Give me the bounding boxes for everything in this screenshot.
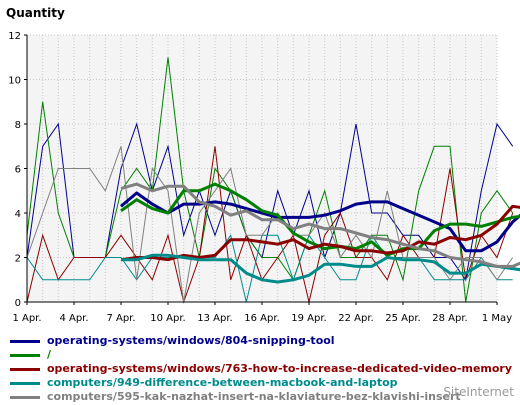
legend-label: / bbox=[47, 348, 52, 361]
x-tick-label: 22 Apr. bbox=[338, 313, 373, 324]
legend-item: / bbox=[10, 348, 520, 362]
x-tick-label: 25 Apr. bbox=[385, 313, 420, 324]
x-tick-label: 10 Apr. bbox=[150, 313, 185, 324]
x-tick-label: 16 Apr. bbox=[244, 313, 279, 324]
series-daily-line-5 bbox=[26, 146, 514, 303]
x-tick-label: 7 Apr. bbox=[106, 313, 135, 324]
series-average-line-4 bbox=[121, 253, 520, 284]
y-tick-label: 10 bbox=[8, 76, 21, 87]
legend: operating-systems/windows/804-snipping-t… bbox=[10, 334, 520, 404]
series-average-line-1 bbox=[120, 191, 520, 253]
legend-item: computers/949-difference-between-macbook… bbox=[10, 376, 520, 390]
watermark: SiteInternet bbox=[443, 385, 514, 399]
y-tick-label: 0 bbox=[15, 298, 21, 309]
tick-labels: 0 2 4 6 8 10 12 1 Apr. 4 Apr. 7 Apr. 10 Apr. 13 Apr… bbox=[8, 31, 512, 324]
legend-swatch bbox=[10, 396, 40, 399]
legend-swatch bbox=[10, 354, 40, 357]
x-tick-label: 1 May bbox=[482, 313, 512, 324]
axes bbox=[24, 34, 498, 305]
legend-label: computers/949-difference-between-macbook… bbox=[47, 376, 398, 389]
series-average-line-5 bbox=[120, 182, 520, 268]
x-tick-label: 4 Apr. bbox=[59, 313, 88, 324]
y-tick-label: 12 bbox=[8, 31, 21, 42]
legend-swatch bbox=[10, 382, 40, 385]
y-tick-label: 8 bbox=[15, 120, 21, 131]
legend-label: computers/595-kak-nazhat-insert-na-klavi… bbox=[47, 390, 461, 403]
series-average-line-3 bbox=[120, 204, 520, 262]
x-tick-label: 13 Apr. bbox=[197, 313, 232, 324]
x-tick-label: 19 Apr. bbox=[291, 313, 326, 324]
series-daily-line-2 bbox=[26, 57, 514, 303]
y-tick-label: 6 bbox=[15, 165, 21, 176]
x-tick-label: 28 Apr. bbox=[432, 313, 467, 324]
legend-item: operating-systems/windows/804-snipping-t… bbox=[10, 334, 520, 348]
y-tick-label: 4 bbox=[15, 209, 21, 220]
legend-item: operating-systems/windows/763-how-to-inc… bbox=[10, 362, 520, 376]
y-axis-label: Quantity bbox=[6, 6, 65, 20]
legend-label: operating-systems/windows/763-how-to-inc… bbox=[47, 362, 513, 375]
legend-swatch bbox=[10, 340, 40, 343]
series-daily-line-4 bbox=[26, 234, 513, 303]
legend-item: computers/595-kak-nazhat-insert-na-klavi… bbox=[10, 390, 520, 404]
legend-label: operating-systems/windows/804-snipping-t… bbox=[47, 334, 335, 347]
series-layer bbox=[26, 57, 520, 304]
y-tick-label: 2 bbox=[15, 254, 21, 265]
x-tick-label: 1 Apr. bbox=[12, 313, 41, 324]
line-chart: Quantity 0 2 4 6 8 10 12 1 Apr. 4 Apr. 7 Apr. 10 A… bbox=[6, 6, 520, 324]
legend-swatch bbox=[10, 368, 40, 371]
